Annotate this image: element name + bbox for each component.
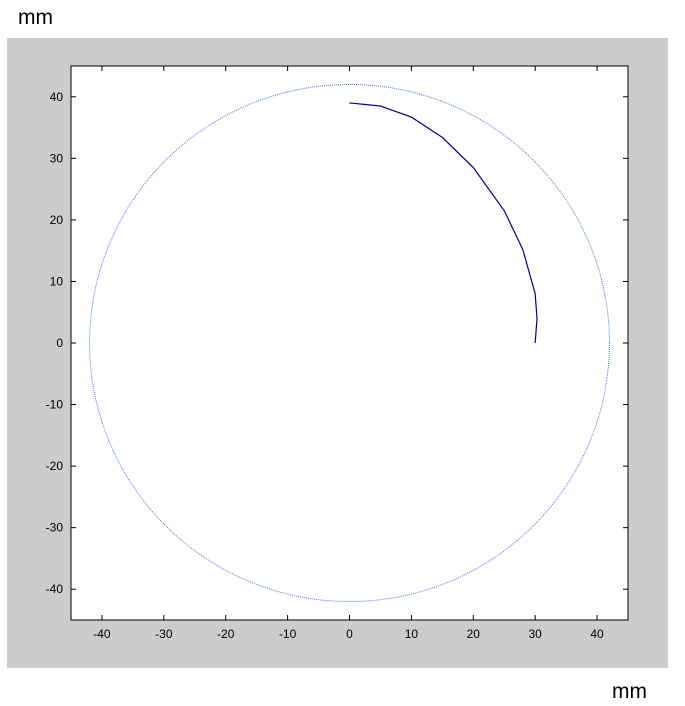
y-tick-label: 10: [50, 274, 64, 288]
series-layer: [89, 83, 610, 603]
y-tick-label: -10: [46, 398, 64, 412]
x-tick-label: -30: [155, 627, 173, 641]
y-unit-label: mm: [18, 6, 53, 29]
y-tick-label: 40: [50, 90, 64, 104]
y-tick-label: -40: [46, 582, 64, 596]
y-tick-label: 20: [50, 213, 64, 227]
x-tick-label: 30: [528, 627, 542, 641]
y-tick-label: 0: [56, 336, 63, 350]
x-tick-label: 40: [590, 627, 604, 641]
y-tick-label: -20: [46, 459, 64, 473]
x-tick-label: 10: [405, 627, 419, 641]
y-tick-label: -30: [46, 521, 64, 535]
y-tick-label: 30: [50, 151, 64, 165]
x-tick-label: 20: [467, 627, 481, 641]
x-tick-label: -40: [93, 627, 111, 641]
x-tick-label: -10: [279, 627, 297, 641]
x-tick-label: 0: [346, 627, 353, 641]
axes-box: [70, 65, 629, 621]
circle-boundary: [89, 83, 610, 603]
trajectory-arc: [349, 102, 538, 344]
x-unit-label: mm: [612, 680, 647, 703]
x-tick-label: -20: [217, 627, 235, 641]
ticks-layer: -40 -30 -20 -10 0 10 20 30 40 -40 -30 -20 -10 0 10 20 30…: [46, 66, 628, 641]
